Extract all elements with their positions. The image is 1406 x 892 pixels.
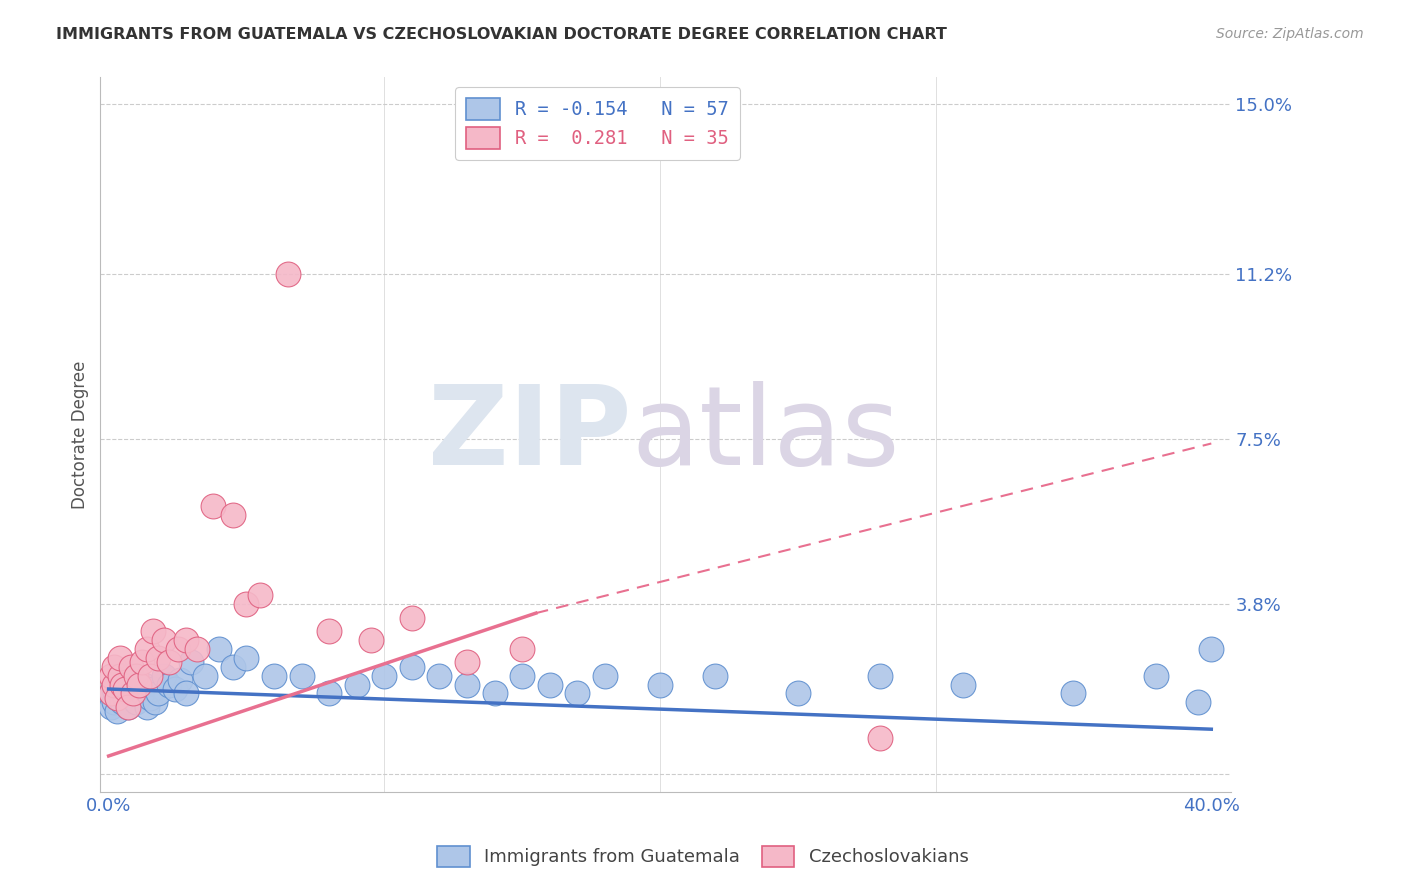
Point [1062,686,1084,700]
Point [174,632,197,647]
Point [111,681,134,696]
Legend: R = -0.154   N = 57, R =  0.281   N = 35: R = -0.154 N = 57, R = 0.281 N = 35 [456,87,740,161]
Point [401,610,423,624]
Point [100,686,122,700]
Point [235,650,257,665]
Point [131,686,153,700]
Point [593,668,616,682]
Point [120,668,142,682]
Point [249,588,271,602]
Point [142,681,165,696]
Point [122,686,145,700]
Point [704,668,727,682]
Point [510,668,533,682]
Text: atlas: atlas [631,381,900,488]
Point [174,686,197,700]
Point [120,686,142,700]
Point [136,641,159,656]
Point [122,690,145,705]
Point [152,632,174,647]
Point [139,690,162,705]
Point [484,686,506,700]
Point [145,695,167,709]
Point [117,699,139,714]
Point [202,499,225,513]
Point [235,597,257,611]
Point [208,641,231,656]
Point [108,650,131,665]
Point [169,673,191,687]
Point [105,690,128,705]
Point [869,731,891,745]
Point [148,686,170,700]
Point [100,686,122,700]
Point [180,655,202,669]
Point [125,695,148,709]
Point [1201,641,1223,656]
Point [100,668,122,682]
Point [103,681,125,696]
Point [869,668,891,682]
Point [166,641,188,656]
Point [136,699,159,714]
Point [108,668,131,682]
Point [221,508,243,522]
Point [538,677,561,691]
Point [125,668,148,682]
Point [105,704,128,718]
Point [139,668,162,682]
Point [103,677,125,691]
Point [114,681,136,696]
Point [108,673,131,687]
Point [111,695,134,709]
Point [103,695,125,709]
Point [194,668,217,682]
Point [346,677,368,691]
Point [128,681,150,696]
Point [318,624,340,638]
Point [120,659,142,673]
Text: Source: ZipAtlas.com: Source: ZipAtlas.com [1216,27,1364,41]
Point [401,659,423,673]
Point [100,699,122,714]
Point [131,655,153,669]
Text: ZIP: ZIP [429,381,631,488]
Point [157,655,180,669]
Point [221,659,243,673]
Point [952,677,974,691]
Point [186,641,208,656]
Point [648,677,671,691]
Point [117,699,139,714]
Point [360,632,382,647]
Point [263,668,285,682]
Point [510,641,533,656]
Point [105,690,128,705]
Point [318,686,340,700]
Text: IMMIGRANTS FROM GUATEMALA VS CZECHOSLOVAKIAN DOCTORATE DEGREE CORRELATION CHART: IMMIGRANTS FROM GUATEMALA VS CZECHOSLOVA… [56,27,948,42]
Legend: Immigrants from Guatemala, Czechoslovakians: Immigrants from Guatemala, Czechoslovaki… [430,838,976,874]
Point [103,659,125,673]
Point [128,677,150,691]
Point [1144,668,1167,682]
Point [134,677,156,691]
Point [163,681,186,696]
Point [148,650,170,665]
Point [114,677,136,691]
Point [108,686,131,700]
Point [157,677,180,691]
Y-axis label: Doctorate Degree: Doctorate Degree [72,360,89,508]
Point [786,686,808,700]
Point [456,655,478,669]
Point [114,690,136,705]
Point [567,686,589,700]
Point [291,668,314,682]
Point [429,668,451,682]
Point [142,624,165,638]
Point [1187,695,1209,709]
Point [111,677,134,691]
Point [277,267,299,281]
Point [152,668,174,682]
Point [373,668,395,682]
Point [456,677,478,691]
